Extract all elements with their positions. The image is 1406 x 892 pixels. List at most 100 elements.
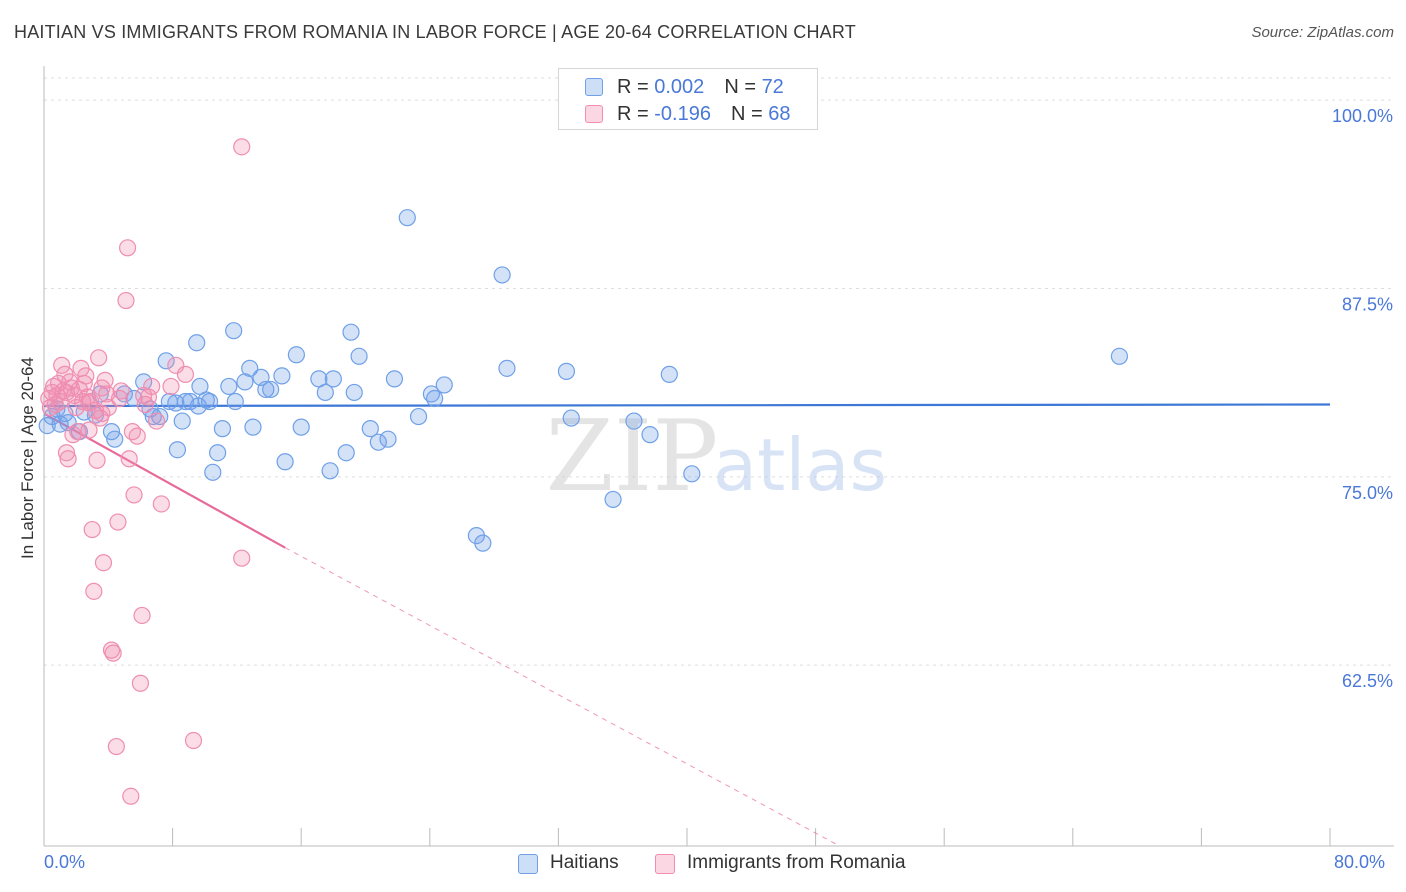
watermark-zip: ZIP [546, 400, 719, 514]
point-romania [147, 412, 166, 430]
point-romania [67, 398, 85, 417]
legend-label: Haitians [550, 852, 619, 873]
point-haitians [345, 383, 363, 402]
point-romania [94, 554, 113, 572]
point-romania [90, 349, 108, 367]
point-romania [233, 549, 251, 567]
series-legend: Haitians Immigrants from Romania [0, 850, 1406, 878]
point-haitians [342, 323, 360, 341]
point-romania [57, 383, 76, 402]
point-haitians [204, 463, 222, 481]
point-haitians [562, 409, 580, 427]
y-tick-label: 75.0% [1342, 483, 1393, 503]
point-haitians [1110, 347, 1129, 365]
point-romania [152, 495, 170, 513]
point-haitians [292, 418, 310, 436]
point-romania [64, 426, 82, 444]
point-romania [80, 421, 98, 439]
point-haitians [409, 407, 428, 426]
n-value: 72 [761, 76, 784, 98]
point-haitians [168, 441, 187, 459]
point-haitians [498, 359, 516, 377]
point-haitians [435, 376, 453, 394]
point-haitians [273, 367, 291, 385]
r-value: 0.002 [654, 76, 705, 98]
point-haitians [262, 380, 280, 399]
point-romania [162, 377, 180, 396]
point-haitians [361, 420, 379, 438]
point-romania [53, 356, 71, 374]
point-haitians [379, 430, 397, 448]
point-romania [93, 404, 111, 423]
point-haitians [188, 334, 206, 352]
y-tick-labels: 100.0% 87.5% 75.0% 62.5% [1332, 106, 1393, 691]
n-value: 68 [768, 103, 791, 125]
point-romania [107, 737, 125, 756]
r-value: -0.196 [654, 103, 711, 125]
point-romania [125, 486, 143, 504]
trend-line-haitians [43, 403, 1331, 408]
point-haitians [236, 373, 254, 391]
point-haitians [173, 412, 191, 430]
series-romania [40, 138, 251, 805]
chart-title: HAITIAN VS IMMIGRANTS FROM ROMANIA IN LA… [14, 22, 856, 42]
data-points [38, 138, 1129, 805]
point-haitians [337, 444, 355, 462]
point-romania [96, 371, 114, 389]
point-romania [102, 641, 121, 659]
point-haitians [321, 462, 339, 480]
x-tick-min: 0.0% [44, 852, 86, 872]
point-romania [59, 450, 77, 468]
point-romania [99, 398, 117, 417]
point-romania [120, 450, 138, 468]
point-romania [85, 582, 103, 600]
legend-swatch-pink [655, 854, 675, 874]
point-romania [131, 674, 150, 692]
legend-swatch-blue [518, 854, 538, 874]
y-tick-label: 100.0% [1332, 106, 1393, 126]
point-romania [57, 444, 76, 462]
point-haitians [398, 209, 416, 227]
point-romania [143, 377, 161, 396]
point-haitians [241, 359, 259, 377]
point-haitians [244, 418, 262, 436]
trend-line-extension [284, 547, 840, 847]
point-haitians [176, 392, 195, 411]
point-romania [82, 392, 100, 411]
watermark-atlas: atlas [713, 423, 887, 507]
point-romania [133, 606, 151, 625]
point-haitians [625, 412, 643, 430]
point-romania [233, 138, 251, 156]
point-haitians [474, 534, 492, 552]
y-tick-label: 62.5% [1342, 671, 1393, 691]
point-haitians [200, 392, 219, 411]
point-romania [104, 644, 122, 662]
point-haitians [426, 389, 444, 408]
point-haitians [106, 430, 124, 448]
point-haitians [350, 347, 368, 365]
legend-swatch-blue [585, 78, 603, 96]
point-haitians [257, 380, 275, 399]
r-label: R = [617, 76, 655, 98]
point-haitians [226, 392, 244, 411]
r-label: R = [617, 103, 655, 125]
point-romania [184, 731, 203, 750]
point-romania [109, 513, 127, 531]
axes [43, 66, 1394, 847]
n-label: N = [730, 103, 769, 125]
point-haitians [369, 433, 387, 451]
point-haitians [209, 444, 227, 462]
point-romania [117, 291, 135, 310]
point-haitians [557, 362, 576, 380]
point-haitians [213, 420, 232, 438]
y-tick-label: 87.5% [1342, 294, 1393, 314]
point-romania [176, 365, 195, 383]
point-haitians [683, 465, 701, 483]
point-haitians [641, 426, 659, 444]
point-romania [77, 367, 95, 385]
point-haitians [324, 370, 342, 388]
point-haitians [225, 322, 243, 340]
point-haitians [220, 377, 238, 396]
point-romania [51, 392, 69, 411]
